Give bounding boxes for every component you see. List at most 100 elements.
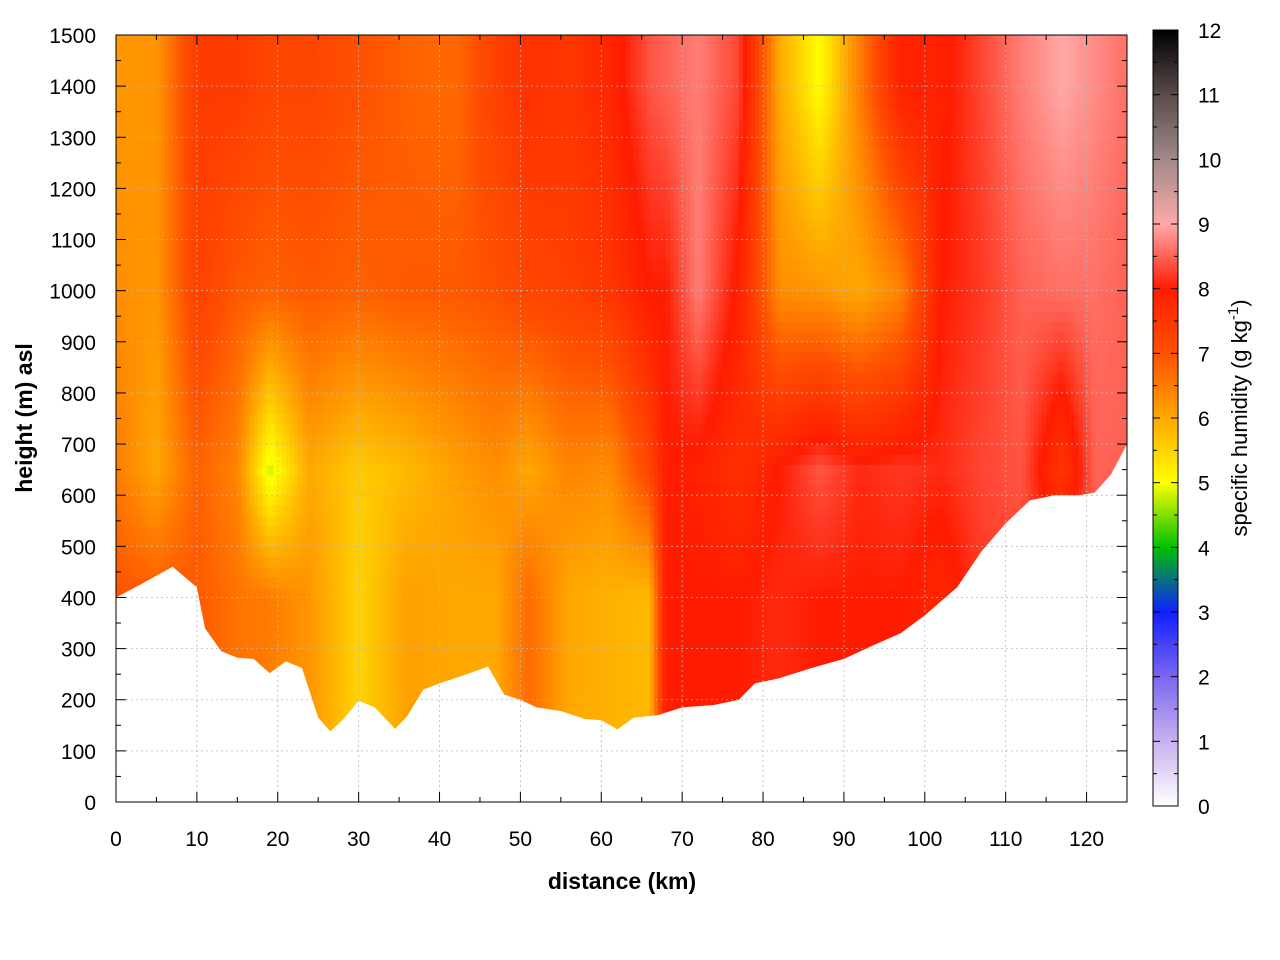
humidity-cell	[346, 75, 352, 87]
humidity-cell	[196, 628, 202, 639]
humidity-cell	[354, 392, 360, 404]
humidity-cell	[176, 341, 182, 353]
humidity-cell	[164, 259, 170, 271]
humidity-cell	[217, 280, 222, 292]
humidity-cell	[168, 55, 174, 67]
humidity-cell	[318, 249, 323, 261]
humidity-cell	[221, 290, 226, 302]
humidity-cell	[136, 147, 141, 159]
humidity-cell	[225, 137, 230, 149]
humidity-cell	[245, 45, 251, 57]
humidity-cell	[362, 577, 368, 588]
humidity-cell	[116, 341, 121, 353]
humidity-cell	[128, 536, 133, 547]
humidity-cell	[124, 116, 129, 128]
humidity-cell	[374, 628, 380, 639]
humidity-cell	[278, 751, 283, 762]
humidity-cell	[338, 157, 344, 169]
humidity-cell	[196, 167, 202, 179]
humidity-cell	[209, 679, 214, 691]
humidity-cell	[370, 127, 376, 138]
humidity-cell	[253, 55, 259, 67]
humidity-cell	[192, 270, 198, 282]
humidity-cell	[289, 658, 295, 670]
humidity-cell	[370, 495, 376, 507]
humidity-cell	[302, 566, 307, 578]
humidity-cell	[354, 372, 360, 384]
humidity-cell	[241, 689, 247, 701]
humidity-cell	[132, 607, 137, 619]
humidity-cell	[370, 239, 376, 251]
humidity-cell	[144, 413, 149, 425]
humidity-cell	[245, 669, 251, 680]
humidity-cell	[245, 658, 251, 670]
humidity-cell	[265, 536, 271, 547]
humidity-cell	[217, 35, 222, 46]
humidity-cell	[245, 362, 251, 374]
humidity-cell	[200, 341, 206, 353]
humidity-cell	[204, 505, 210, 517]
humidity-cell	[334, 86, 340, 97]
humidity-cell	[285, 515, 291, 527]
humidity-cell	[140, 720, 145, 732]
humidity-cell	[124, 137, 129, 149]
humidity-cell	[306, 137, 311, 149]
humidity-cell	[338, 679, 344, 691]
humidity-cell	[374, 413, 380, 425]
humidity-cell	[382, 709, 388, 721]
humidity-cell	[136, 96, 141, 108]
humidity-cell	[213, 372, 218, 384]
humidity-cell	[338, 587, 344, 599]
humidity-cell	[289, 423, 295, 435]
humidity-cell	[188, 96, 194, 108]
humidity-cell	[184, 720, 190, 732]
humidity-cell	[128, 617, 133, 629]
humidity-cell	[132, 188, 137, 200]
humidity-cell	[334, 382, 340, 394]
humidity-cell	[156, 321, 162, 333]
humidity-cell	[188, 300, 194, 312]
humidity-cell	[358, 679, 364, 691]
humidity-cell	[188, 546, 194, 558]
humidity-cell	[285, 321, 291, 333]
humidity-cell	[322, 75, 327, 87]
humidity-cell	[136, 352, 141, 363]
humidity-cell	[180, 198, 186, 210]
humidity-cell	[334, 699, 340, 711]
humidity-cell	[164, 382, 170, 394]
humidity-cell	[225, 751, 230, 762]
humidity-cell	[217, 239, 222, 251]
humidity-cell	[306, 679, 311, 691]
humidity-cell	[382, 484, 388, 496]
humidity-cell	[156, 648, 162, 660]
humidity-cell	[148, 433, 153, 445]
humidity-cell	[209, 792, 214, 803]
humidity-cell	[358, 157, 364, 169]
humidity-cell	[257, 311, 263, 322]
humidity-cell	[164, 648, 170, 660]
humidity-cell	[192, 382, 198, 394]
humidity-cell	[370, 474, 376, 486]
humidity-cell	[229, 270, 234, 282]
humidity-cell	[350, 178, 356, 189]
humidity-cell	[116, 65, 121, 77]
humidity-cell	[261, 709, 267, 721]
humidity-cell	[156, 45, 162, 57]
humidity-cell	[330, 505, 335, 517]
humidity-cell	[334, 679, 340, 691]
humidity-cell	[366, 341, 372, 353]
humidity-cell	[297, 116, 303, 128]
humidity-cell	[358, 219, 364, 230]
humidity-cell	[229, 188, 234, 200]
humidity-cell	[172, 249, 178, 261]
humidity-cell	[293, 198, 299, 210]
humidity-cell	[318, 208, 323, 220]
humidity-cell	[306, 382, 311, 394]
humidity-cell	[342, 454, 348, 466]
humidity-cell	[354, 577, 360, 588]
humidity-cell	[273, 321, 279, 333]
humidity-cell	[302, 116, 307, 128]
humidity-cell	[265, 382, 271, 394]
humidity-cell	[132, 689, 137, 701]
humidity-cell	[249, 699, 255, 711]
